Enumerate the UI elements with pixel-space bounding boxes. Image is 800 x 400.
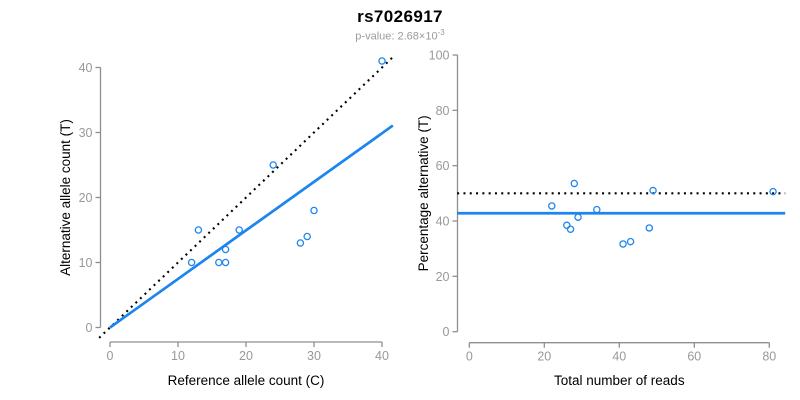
x-tick-label: 80 (762, 350, 776, 364)
x-tick-label: 40 (375, 349, 389, 363)
data-point (221, 245, 230, 254)
y-tick-label: 20 (436, 270, 450, 284)
y-tick-label: 40 (436, 215, 450, 229)
y-axis-title: Percentage alternative (T) (416, 115, 431, 271)
data-point (548, 202, 556, 210)
x-tick-label: 10 (171, 349, 185, 363)
y-axis-title: Alternative allele count (T) (58, 119, 73, 276)
x-tick-label: 20 (537, 350, 551, 364)
data-point (296, 239, 305, 247)
data-point (769, 187, 777, 196)
left-scatter-panel: 0 10 20 30 40 0 10 20 30 40 Reference allele count… (58, 56, 394, 388)
data-point (593, 205, 601, 214)
x-axis-title: Total number of reads (554, 373, 685, 388)
y-tick-label: 100 (429, 49, 450, 63)
x-tick-label: 0 (466, 350, 473, 364)
fit-line (109, 124, 394, 329)
data-point (310, 206, 318, 215)
data-point (221, 258, 230, 267)
x-tick-label: 20 (239, 349, 253, 363)
y-tick-label: 30 (79, 126, 93, 140)
data-point (187, 258, 196, 267)
y-tick-label: 0 (443, 325, 450, 339)
data-point (235, 226, 243, 234)
x-tick-label: 30 (307, 349, 321, 363)
x-tick-label: 60 (687, 350, 701, 364)
data-point (378, 57, 386, 65)
data-point (303, 232, 311, 241)
x-axis-title: Reference allele count (C) (168, 373, 325, 388)
x-tick-label: 0 (107, 349, 114, 363)
data-point (570, 179, 579, 188)
y-tick-label: 40 (79, 61, 93, 75)
identity-line (98, 56, 394, 339)
data-point (619, 240, 627, 248)
data-point (194, 226, 203, 234)
data-point (566, 225, 575, 233)
data-point (645, 224, 654, 232)
y-tick-label: 80 (436, 104, 450, 118)
y-tick-label: 60 (436, 159, 450, 173)
x-tick-label: 40 (612, 350, 626, 364)
data-point (649, 186, 657, 195)
y-tick-label: 0 (86, 321, 93, 335)
data-point (215, 258, 223, 267)
y-tick-label: 20 (79, 191, 93, 205)
right-scatter-panel: 0 20 40 60 80 100 0 20 40 60 80 Total number of rea… (416, 49, 786, 388)
data-point (626, 237, 635, 246)
data-point (563, 221, 571, 230)
data-point (269, 161, 277, 169)
data-point (574, 213, 582, 221)
y-tick-label: 10 (79, 256, 93, 270)
